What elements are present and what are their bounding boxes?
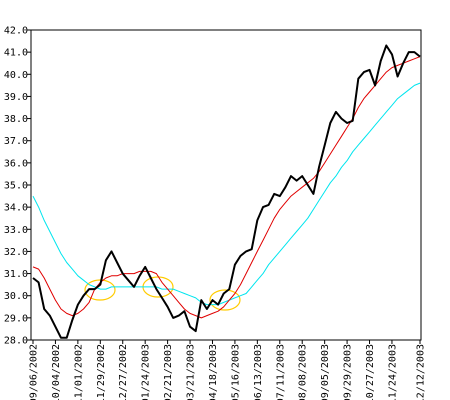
x-tick-label: 01/24/2003 xyxy=(141,344,152,400)
x-tick-label: 11/01/2002 xyxy=(73,344,84,400)
y-tick-label: 39.0 xyxy=(4,92,28,103)
series-line xyxy=(32,44,421,339)
y-tick-label: 36.0 xyxy=(4,158,28,169)
y-tick-label: 34.0 xyxy=(4,203,28,214)
x-tick-label: 04/18/2003 xyxy=(208,344,219,400)
x-tick-label: 06/13/2003 xyxy=(253,344,264,400)
y-tick-label: 41.0 xyxy=(4,48,28,59)
x-tick-label: 05/16/2003 xyxy=(230,344,241,400)
y-tick-label: 29.0 xyxy=(4,313,28,324)
y-tick-label: 31.0 xyxy=(4,269,28,280)
x-tick-label: 11/24/2003 xyxy=(387,344,398,400)
x-tick-label: 10/04/2002 xyxy=(51,344,62,400)
x-tick-label: 12/12/2003 xyxy=(416,344,427,400)
y-tick-label: 38.0 xyxy=(4,114,28,125)
signal-marker xyxy=(84,279,116,301)
y-tick-label: 32.0 xyxy=(4,247,28,258)
y-tick-label: 35.0 xyxy=(4,181,28,192)
y-tick-label: 28.0 xyxy=(4,336,28,347)
x-tick-label: 12/27/2002 xyxy=(118,344,129,400)
x-tick-label: 03/21/2003 xyxy=(186,344,197,400)
x-tick-label: 08/08/2003 xyxy=(298,344,309,400)
x-tick-label: 07/11/2003 xyxy=(275,344,286,400)
y-tick-label: 42.0 xyxy=(4,26,28,37)
x-tick-label: 11/29/2002 xyxy=(96,344,107,400)
x-tick-label: 09/05/2003 xyxy=(320,344,331,400)
y-tick-label: 40.0 xyxy=(4,70,28,81)
x-tick-label: 02/21/2003 xyxy=(163,344,174,400)
y-tick-label: 30.0 xyxy=(4,291,28,302)
y-tick-label: 37.0 xyxy=(4,136,28,147)
signal-marker xyxy=(209,289,241,311)
x-tick-label: 10/27/2003 xyxy=(365,344,376,400)
y-tick-label: 33.0 xyxy=(4,225,28,236)
x-tick-label: 09/06/2002 xyxy=(29,344,40,400)
x-tick-label: 09/29/2003 xyxy=(343,344,354,400)
plot-frame xyxy=(30,29,422,341)
